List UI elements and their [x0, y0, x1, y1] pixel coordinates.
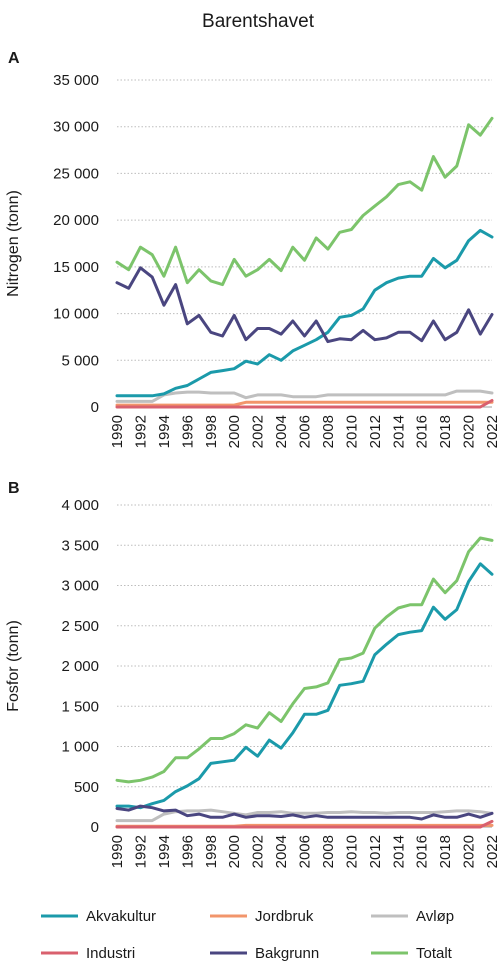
x-tick-label: 2002 [250, 415, 267, 448]
x-tick-label: 2000 [226, 415, 243, 448]
x-tick-label: 2020 [461, 415, 478, 448]
y-tick-label: 5 000 [61, 352, 99, 369]
series-line-totalt [115, 536, 494, 784]
chart-nitrogen: A Nitrogen (tonn) 0 5 000 10 000 15 000 20 000… [5, 50, 500, 448]
legend-label-jordbruk: Jordbruk [255, 908, 314, 925]
legend-label-industri: Industri [86, 945, 135, 962]
x-tick-label: 2004 [273, 835, 290, 868]
panel-label: A [8, 50, 20, 67]
series-line-industri [115, 819, 494, 829]
x-tick-label: 2006 [297, 415, 314, 448]
series-line-akvakultur [115, 562, 494, 810]
y-tick-label: 3 000 [61, 578, 99, 595]
x-tick-label: 1998 [203, 835, 220, 868]
y-tick-label: 0 [91, 399, 99, 416]
x-tick-label: 1994 [156, 415, 173, 448]
x-tick-label: 1990 [109, 415, 126, 448]
y-tick-label: 35 000 [53, 72, 99, 89]
chart-fosfor: B Fosfor (tonn) 0 500 1 000 1 500 2 000 2 500 3 … [5, 480, 500, 868]
x-tick-label: 1996 [179, 835, 196, 868]
y-tick-label: 2 000 [61, 658, 99, 675]
y-tick-label: 4 000 [61, 497, 99, 514]
legend-label-avlop: Avløp [416, 908, 454, 925]
figure-title: Barentshavet [202, 11, 315, 32]
x-tick-label: 2012 [367, 415, 384, 448]
y-tick-label: 3 500 [61, 537, 99, 554]
y-tick-label: 20 000 [53, 212, 99, 229]
y-tick-label: 30 000 [53, 119, 99, 136]
x-tick-label: 2016 [414, 415, 431, 448]
series-line-bakgrunn [115, 266, 494, 344]
x-tick-label: 2006 [297, 835, 314, 868]
x-tick-label: 2004 [273, 415, 290, 448]
series-line-industri [115, 399, 494, 409]
y-tick-label: 2 500 [61, 618, 99, 635]
x-tick-label: 1996 [179, 415, 196, 448]
panel-label: B [8, 480, 20, 497]
x-tick-label: 2000 [226, 835, 243, 868]
series-line-totalt [115, 116, 494, 287]
legend-label-totalt: Totalt [416, 945, 453, 962]
x-tick-label: 1998 [203, 415, 220, 448]
x-tick-label: 1994 [156, 835, 173, 868]
y-tick-label: 10 000 [53, 306, 99, 323]
x-tick-label: 2008 [320, 415, 337, 448]
legend: Akvakultur Jordbruk Avløp Industri Bakgrunn T… [41, 908, 454, 962]
legend-label-bakgrunn: Bakgrunn [255, 945, 319, 962]
y-axis-label: Fosfor (tonn) [5, 620, 22, 712]
legend-label-akvakultur: Akvakultur [86, 908, 156, 925]
y-tick-label: 0 [91, 819, 99, 836]
y-axis-label: Nitrogen (tonn) [5, 190, 22, 297]
x-tick-label: 2016 [414, 835, 431, 868]
y-tick-label: 500 [74, 779, 99, 796]
series-line-bakgrunn [115, 804, 494, 821]
x-tick-label: 2020 [461, 835, 478, 868]
x-tick-label: 2022 [484, 835, 500, 868]
series-line-avlop [115, 389, 494, 403]
x-tick-label: 1990 [109, 835, 126, 868]
x-tick-label: 2018 [437, 415, 454, 448]
x-tick-label: 2018 [437, 835, 454, 868]
x-tick-label: 2014 [390, 415, 407, 448]
series-line-jordbruk [115, 400, 494, 407]
x-tick-label: 2010 [343, 835, 360, 868]
y-tick-label: 1 000 [61, 739, 99, 756]
y-tick-label: 25 000 [53, 165, 99, 182]
y-tick-label: 1 500 [61, 698, 99, 715]
x-tick-label: 2002 [250, 835, 267, 868]
x-tick-label: 2022 [484, 415, 500, 448]
x-tick-label: 1992 [132, 415, 149, 448]
x-tick-label: 2010 [343, 415, 360, 448]
x-tick-label: 2014 [390, 835, 407, 868]
series-line-akvakultur [115, 228, 494, 398]
x-tick-label: 1992 [132, 835, 149, 868]
y-tick-label: 15 000 [53, 259, 99, 276]
x-tick-label: 2008 [320, 835, 337, 868]
x-tick-label: 2012 [367, 835, 384, 868]
